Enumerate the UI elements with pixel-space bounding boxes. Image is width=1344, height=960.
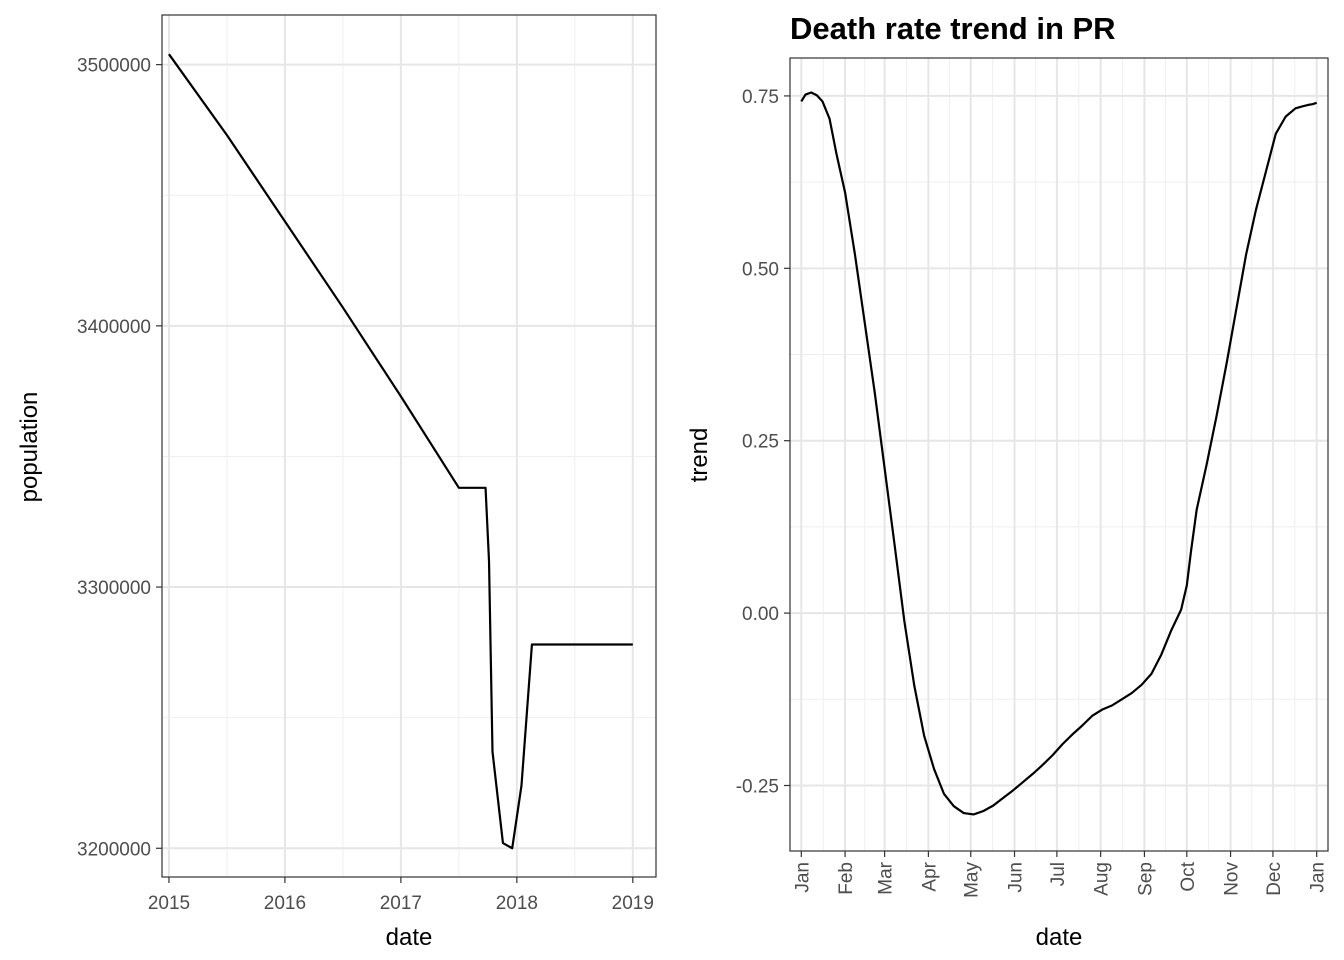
trend-x-tick-label: Jun [1006, 862, 1027, 893]
trend-x-tick-label: Nov [1222, 862, 1243, 896]
population-y-tick-label: 3400000 [77, 317, 151, 338]
trend-chart-title: Death rate trend in PR [790, 11, 1116, 46]
population-x-tick-label: 2018 [496, 893, 538, 914]
trend-x-tick-label: Jul [1048, 862, 1069, 886]
population-y-tick-label: 3500000 [77, 56, 151, 77]
trend-x-tick-label: Dec [1264, 862, 1285, 896]
trend-x-tick-label: Apr [919, 861, 940, 891]
trend-x-tick-label: Sep [1135, 862, 1156, 896]
population-y-tick-label: 3200000 [77, 839, 151, 860]
trend-gridlines [790, 58, 1328, 851]
population-y-tick-label: 3300000 [77, 578, 151, 599]
trend-chart: Death rate trend in PR Jan Feb Mar Apr May Ju… [686, 11, 1329, 951]
population-x-tick-label: 2019 [612, 893, 654, 914]
trend-panel-border [789, 57, 1329, 852]
trend-y-axis-title: trend [686, 428, 713, 483]
trend-x-tick-label: May [962, 862, 983, 898]
population-panel-border [161, 14, 657, 878]
population-chart: 2015 2016 2017 2018 2019 3200000 3300000 34000… [16, 14, 657, 951]
trend-y-tick-label: 0.75 [742, 87, 779, 108]
population-x-ticks: 2015 2016 2017 2018 2019 [148, 877, 654, 914]
population-gridlines [162, 15, 656, 877]
trend-y-tick-label: 0.25 [742, 432, 779, 453]
population-series-line [168, 53, 633, 850]
population-x-tick-label: 2017 [380, 893, 422, 914]
trend-x-tick-label: Jan [792, 862, 813, 893]
trend-y-ticks: -0.25 0.00 0.25 0.50 0.75 [736, 87, 790, 797]
trend-x-tick-label: Jan [1308, 862, 1329, 893]
trend-x-tick-label: Mar [876, 861, 897, 894]
trend-y-tick-label: 0.00 [742, 604, 779, 625]
trend-y-tick-label: -0.25 [736, 776, 779, 797]
population-y-ticks: 3200000 3300000 3400000 3500000 [77, 56, 162, 860]
population-y-axis-title: population [16, 392, 43, 503]
population-x-axis-title: date [386, 924, 433, 951]
trend-x-tick-label: Aug [1092, 862, 1113, 896]
trend-x-tick-label: Feb [836, 862, 857, 895]
trend-y-tick-label: 0.50 [742, 259, 779, 280]
population-x-tick-label: 2015 [148, 893, 190, 914]
trend-series-line [800, 91, 1318, 816]
population-x-tick-label: 2016 [264, 893, 306, 914]
trend-x-axis-title: date [1036, 924, 1083, 951]
trend-x-tick-label: Oct [1178, 861, 1199, 891]
trend-x-ticks: Jan Feb Mar Apr May Jun Jul Aug Sep Oct Nov Dec Jan [792, 851, 1329, 898]
